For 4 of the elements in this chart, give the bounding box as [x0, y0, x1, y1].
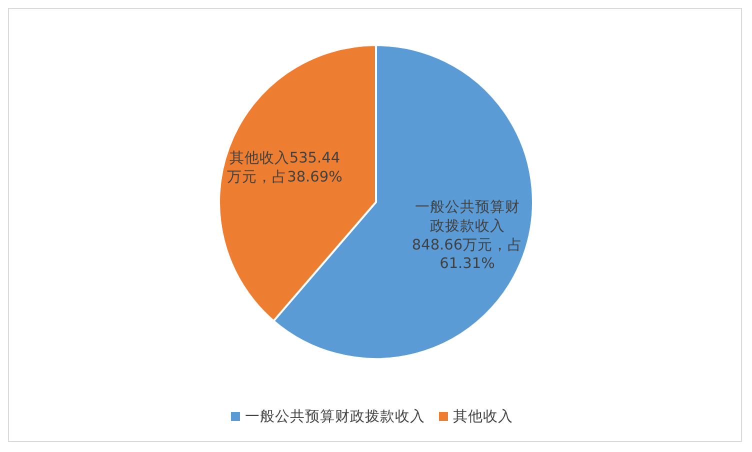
legend-label: 其他收入 [453, 408, 513, 425]
data-label: 一般公共预算财政拨款收入848.66万元，占61.31% [412, 198, 523, 272]
data-label: 其他收入535.44万元，占38.69% [227, 150, 342, 186]
legend-label: 一般公共预算财政拨款收入 [245, 408, 425, 425]
